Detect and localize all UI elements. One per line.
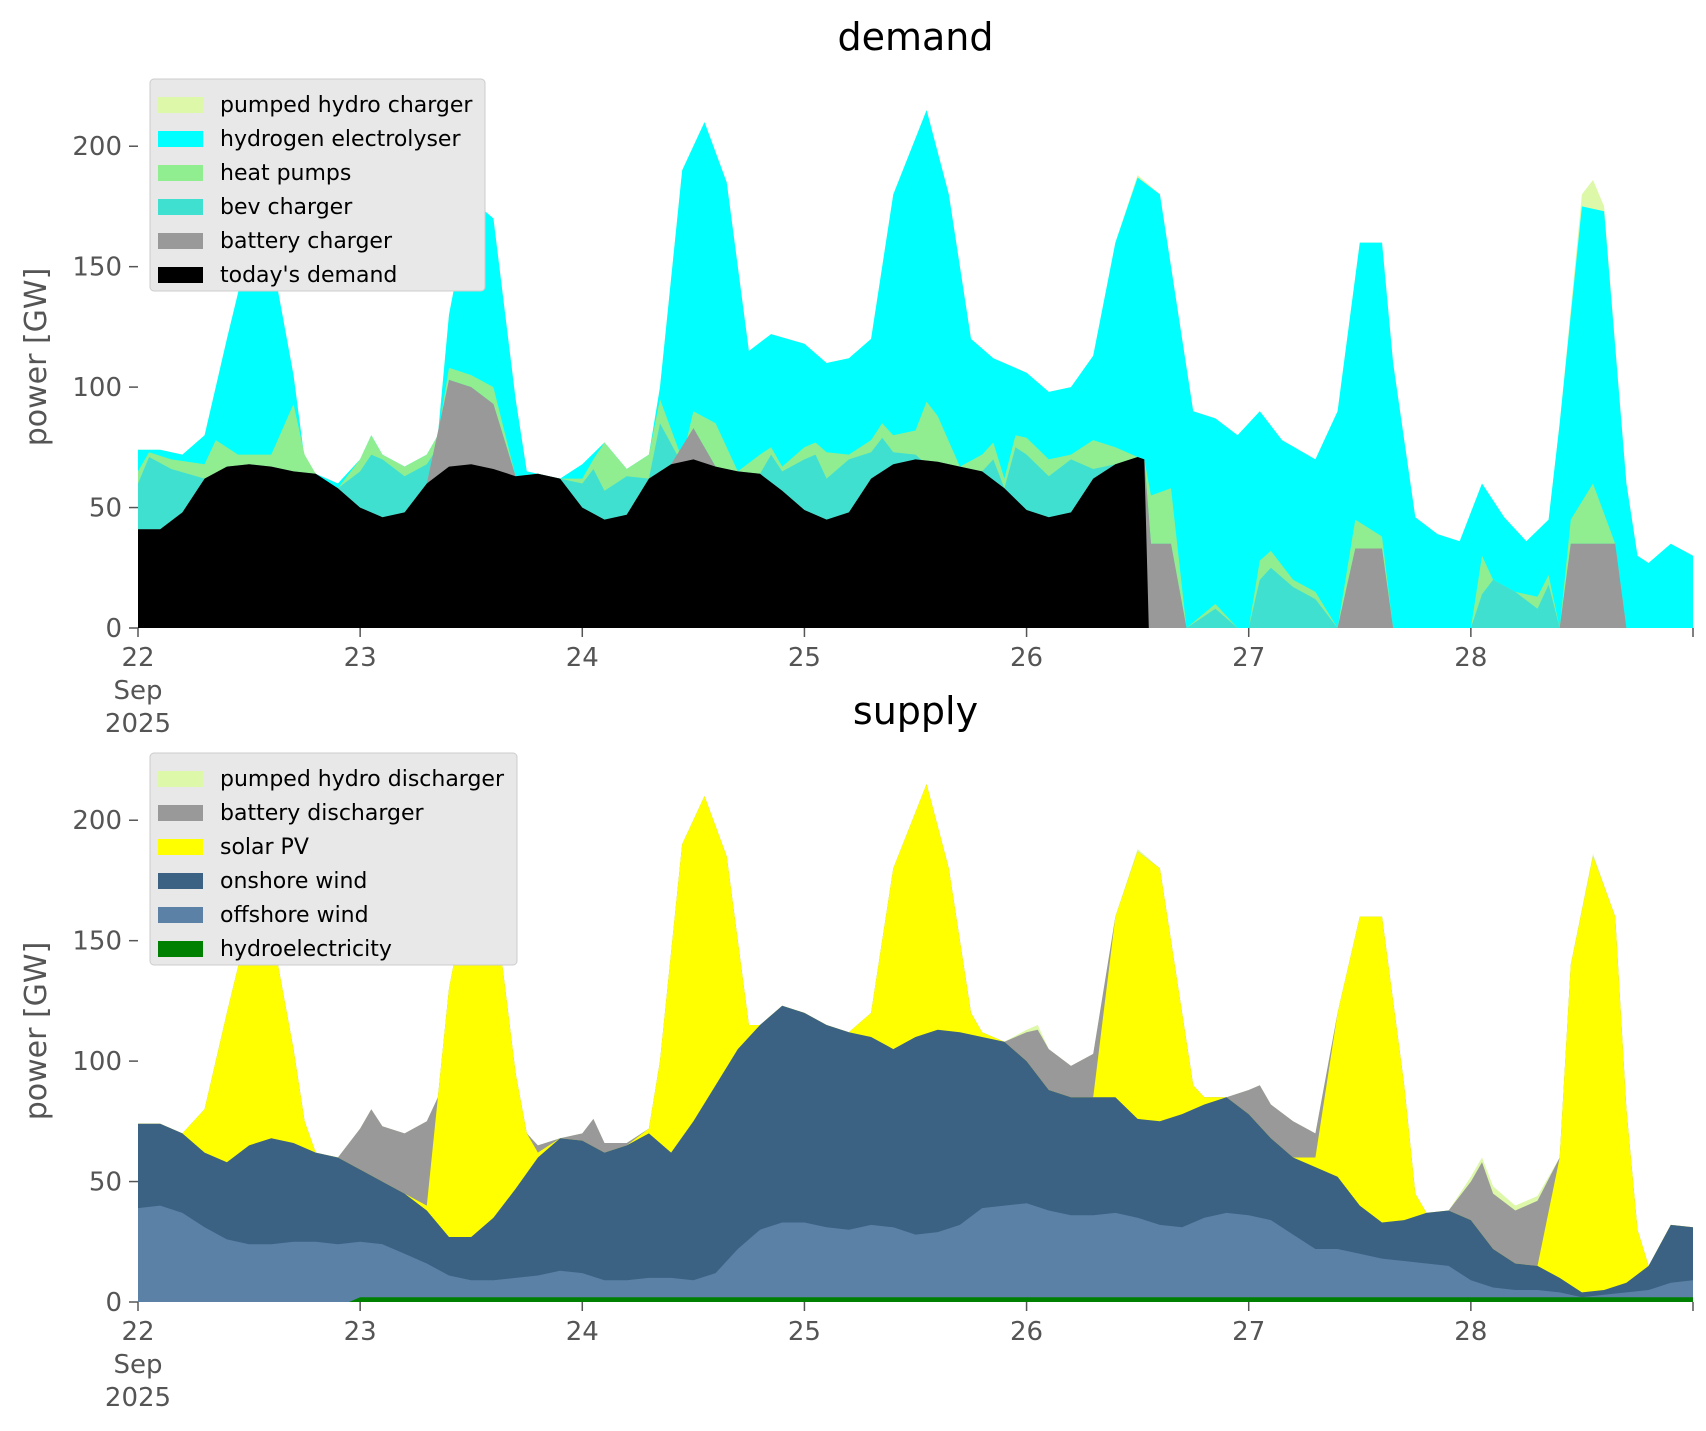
y-tick-label: 0 — [105, 1288, 122, 1318]
legend-swatch — [158, 771, 203, 787]
legend: pumped hydro charger hydrogen electrolyse… — [149, 78, 486, 292]
legend-swatch — [158, 165, 203, 181]
legend-swatch — [158, 873, 203, 889]
x-tick-label: 28 — [1454, 1317, 1487, 1347]
x-tick-label: Sep — [113, 1350, 162, 1380]
area-series-today-s-demand — [138, 457, 1693, 628]
legend-box — [149, 752, 518, 966]
legend-label: heat pumps — [220, 161, 351, 186]
x-tick-label: 25 — [788, 643, 821, 673]
legend-swatch — [158, 97, 203, 113]
chart-title: demand — [837, 15, 993, 59]
legend-swatch — [158, 267, 203, 283]
legend-label: offshore wind — [220, 903, 369, 928]
y-tick-label: 100 — [72, 373, 122, 403]
y-tick-label: 150 — [72, 927, 122, 957]
legend: pumped hydro discharger battery discharge… — [149, 752, 518, 966]
x-tick-label: 27 — [1232, 643, 1265, 673]
legend-label: battery charger — [220, 229, 393, 254]
y-axis-label: power [GW] — [19, 942, 54, 1121]
area-series-onshore-wind — [138, 1005, 1693, 1302]
legend-label: bev charger — [220, 195, 353, 220]
x-tick-label: 27 — [1232, 1317, 1265, 1347]
x-tick-label: 24 — [566, 1317, 599, 1347]
x-tick-label: 2025 — [105, 709, 171, 739]
legend-label: today's demand — [220, 263, 397, 288]
x-tick-label: 24 — [566, 643, 599, 673]
legend-label: hydroelectricity — [220, 937, 392, 962]
legend-label: pumped hydro discharger — [220, 767, 505, 792]
y-tick-label: 200 — [72, 806, 122, 836]
y-tick-label: 200 — [72, 132, 122, 162]
legend-swatch — [158, 233, 203, 249]
x-tick-label: 2025 — [105, 1383, 171, 1413]
x-tick-label: 25 — [788, 1317, 821, 1347]
x-tick-label: Sep — [113, 676, 162, 706]
legend-label: onshore wind — [220, 869, 367, 894]
chart-title: supply — [853, 689, 978, 733]
legend-swatch — [158, 131, 203, 147]
y-tick-label: 100 — [72, 1047, 122, 1077]
x-tick-label: 23 — [344, 1317, 377, 1347]
x-tick-label: 22 — [121, 1317, 154, 1347]
area-series-offshore-wind — [138, 1203, 1693, 1302]
y-tick-label: 50 — [89, 1168, 122, 1198]
legend-label: pumped hydro charger — [220, 93, 473, 118]
x-tick-label: 26 — [1010, 643, 1043, 673]
y-tick-label: 0 — [105, 614, 122, 644]
x-tick-label: 22 — [121, 643, 154, 673]
y-axis-label: power [GW] — [19, 268, 54, 447]
legend-label: solar PV — [220, 835, 309, 860]
area-series-hydroelectricity — [138, 1297, 1693, 1302]
legend-swatch — [158, 199, 203, 215]
legend-swatch — [158, 839, 203, 855]
legend-label: hydrogen electrolyser — [220, 127, 461, 152]
x-tick-label: 26 — [1010, 1317, 1043, 1347]
legend-label: battery discharger — [220, 801, 425, 826]
y-tick-label: 150 — [72, 253, 122, 283]
legend-swatch — [158, 907, 203, 923]
y-tick-label: 50 — [89, 494, 122, 524]
legend-swatch — [158, 941, 203, 957]
x-tick-label: 23 — [344, 643, 377, 673]
legend-swatch — [158, 805, 203, 821]
legend-box — [149, 78, 486, 292]
x-tick-label: 28 — [1454, 643, 1487, 673]
